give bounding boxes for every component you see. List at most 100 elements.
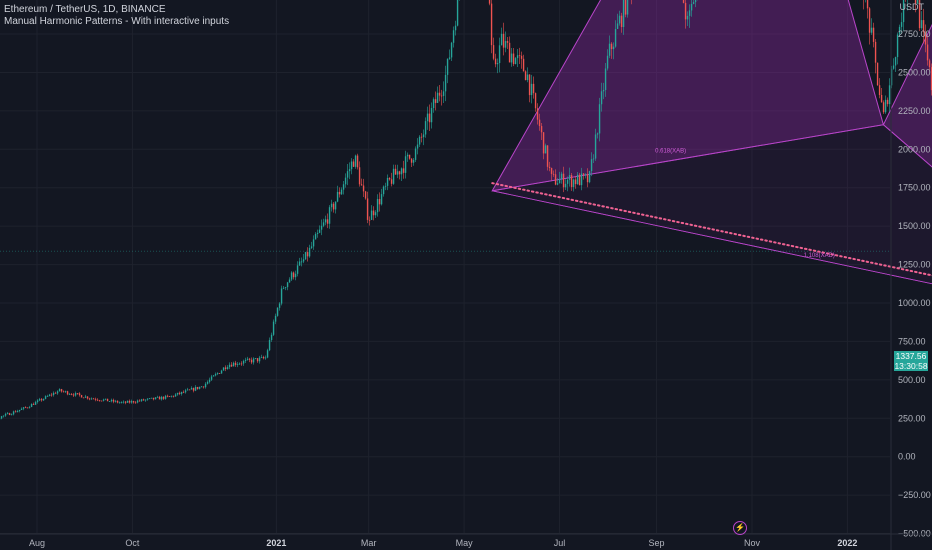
candle-body	[294, 273, 297, 278]
candle-body	[866, 0, 869, 9]
candle-body	[452, 30, 455, 43]
candle-body	[888, 85, 891, 105]
candle-body	[376, 199, 379, 213]
candle-body	[132, 401, 135, 403]
candle-body	[920, 20, 923, 29]
symbol-title: Ethereum / TetherUS, 1D, BINANCE	[4, 4, 166, 15]
candle-body	[200, 386, 203, 388]
candle-body	[692, 2, 695, 4]
pattern-ratio-label: 0.618(XAB)	[655, 148, 686, 154]
candle-body	[218, 373, 221, 374]
candle-body	[490, 3, 493, 46]
candle-body	[446, 58, 449, 75]
candle-body	[292, 272, 295, 278]
y-tick-label: 750.00	[898, 336, 926, 346]
candle-body	[596, 133, 599, 135]
y-tick-label: 1250.00	[898, 260, 931, 270]
candle-body	[102, 399, 105, 401]
candle-body	[438, 92, 441, 96]
candle-body	[520, 55, 523, 59]
candle-body	[146, 398, 149, 400]
candle-body	[298, 261, 301, 266]
candle-body	[120, 402, 123, 403]
candle-body	[22, 407, 25, 409]
candle-body	[184, 390, 187, 393]
candle-body	[426, 113, 429, 122]
candle-body	[448, 57, 451, 59]
candle-body	[82, 397, 85, 399]
y-tick-label: 2000.00	[898, 144, 931, 154]
candle-body	[210, 376, 213, 380]
candle-body	[590, 159, 593, 172]
trendlines[interactable]	[491, 0, 932, 377]
candle-body	[140, 399, 143, 401]
candle-body	[514, 58, 517, 65]
candle-body	[898, 26, 901, 35]
candle-body	[138, 400, 141, 402]
y-tick-label: 2500.00	[898, 67, 931, 77]
candle-body	[300, 261, 303, 263]
candle-body	[332, 203, 335, 210]
candle-body	[390, 179, 393, 184]
candle-body	[36, 400, 39, 403]
candle-body	[44, 396, 47, 399]
candle-body	[18, 409, 21, 412]
candle-body	[168, 396, 171, 397]
candle-body	[442, 91, 445, 96]
candle-body	[536, 108, 539, 120]
candle-body	[408, 154, 411, 159]
candle-body	[882, 102, 885, 113]
candle-body	[508, 42, 511, 63]
x-tick-label: 2021	[266, 538, 286, 548]
candle-body	[90, 398, 93, 400]
candle-body	[416, 144, 419, 149]
candle-body	[568, 175, 571, 180]
candle-body	[504, 41, 507, 48]
time-axis[interactable]: AugOct2021MarMayJulSepNov2022MarMayJulSe…	[29, 538, 932, 548]
candle-body	[884, 99, 887, 113]
x-tick-label: Sep	[649, 538, 665, 548]
candle-body	[52, 392, 55, 396]
candle-body	[404, 156, 407, 173]
candle-body	[560, 173, 563, 180]
harmonic-pattern[interactable]	[491, 0, 932, 321]
candle-body	[4, 413, 7, 416]
candle-body	[214, 374, 217, 376]
candle-body	[384, 185, 387, 187]
candle-body	[338, 191, 341, 195]
candle-body	[32, 404, 35, 405]
candle-body	[488, 0, 491, 4]
candle-body	[264, 357, 267, 359]
candle-body	[252, 358, 255, 363]
candle-body	[444, 74, 447, 92]
candle-body	[118, 402, 121, 404]
candle-body	[550, 167, 553, 174]
candle-body	[124, 401, 127, 403]
candle-body	[78, 393, 81, 396]
candle-body	[94, 398, 97, 400]
candle-body	[402, 168, 405, 173]
candle-body	[144, 399, 147, 401]
candle-body	[618, 15, 621, 24]
candle-body	[350, 161, 353, 170]
candle-body	[392, 168, 395, 184]
candle-body	[522, 58, 525, 72]
candle-body	[424, 121, 427, 135]
candle-body	[604, 68, 607, 90]
candle-body	[68, 394, 71, 395]
candle-body	[156, 396, 159, 398]
candle-body	[542, 132, 545, 154]
x-tick-label: 2022	[837, 538, 857, 548]
candle-body	[150, 397, 153, 399]
y-tick-label: 500.00	[898, 375, 926, 385]
lightning-icon[interactable]: ⚡	[733, 521, 747, 535]
candle-body	[436, 92, 439, 103]
candle-body	[240, 363, 243, 365]
pattern-xd-leg	[492, 190, 932, 285]
candle-body	[270, 334, 273, 340]
dotted-trendline[interactable]	[491, 182, 932, 377]
candle-body	[306, 252, 309, 257]
candle-body	[40, 399, 43, 401]
